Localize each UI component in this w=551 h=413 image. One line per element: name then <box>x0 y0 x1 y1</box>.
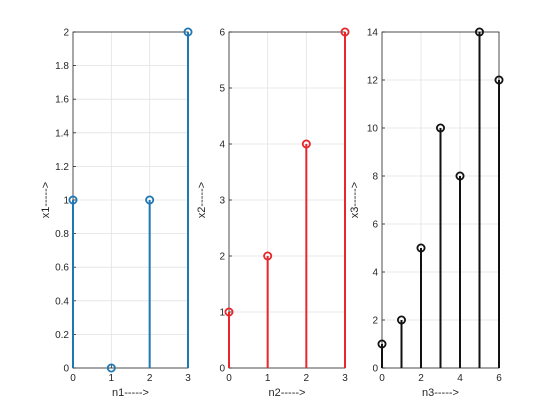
stem-marker <box>416 243 426 253</box>
y-tick-label: 0.6 <box>55 263 69 274</box>
y-axis-label: x2-----> <box>196 182 208 218</box>
x-axis-label: n1-----> <box>112 387 149 399</box>
y-tick-label: 4 <box>219 140 225 151</box>
y-tick-label: 0 <box>372 364 378 375</box>
y-tick-label: 1 <box>219 308 225 319</box>
stem-marker <box>474 27 484 37</box>
y-axis-label: x1-----> <box>40 182 52 218</box>
y-tick-label: 14 <box>367 28 379 39</box>
y-tick-label: 10 <box>367 124 379 135</box>
stem-marker <box>455 171 465 181</box>
y-tick-label: 8 <box>372 172 378 183</box>
y-tick-label: 1.6 <box>55 95 69 106</box>
x-tick-label: 0 <box>226 373 232 384</box>
x-tick-label: 3 <box>342 373 348 384</box>
stem-marker <box>145 195 155 205</box>
y-tick-label: 1.8 <box>55 61 69 72</box>
y-tick-label: 0.8 <box>55 229 69 240</box>
stem-marker <box>301 139 311 149</box>
stem-marker <box>68 195 78 205</box>
stem-marker <box>340 27 350 37</box>
subplot-3: 0 2 4 6 0 2 4 6 8 10 12 14 n3-----> x3-----> <box>349 27 504 399</box>
stem-marker <box>435 123 445 133</box>
y-tick-label: 6 <box>219 28 225 39</box>
x-tick-label: 1 <box>109 373 115 384</box>
x-tick-label: 1 <box>265 373 271 384</box>
x-tick-label: 2 <box>147 373 153 384</box>
y-tick-label: 5 <box>219 84 225 95</box>
stem-marker <box>494 75 504 85</box>
x-tick-label: 2 <box>304 373 310 384</box>
stem-marker <box>183 27 193 37</box>
y-tick-label: 2 <box>63 28 69 39</box>
stem-marker <box>224 307 234 317</box>
y-tick-label: 3 <box>219 196 225 207</box>
y-tick-label: 1.2 <box>55 162 69 173</box>
stem-marker <box>263 251 273 261</box>
y-tick-label: 6 <box>372 220 378 231</box>
y-tick-label: 4 <box>372 268 378 279</box>
stem-marker <box>106 363 116 373</box>
x-axis-label: n3-----> <box>422 387 459 399</box>
y-tick-label: 1 <box>63 196 69 207</box>
y-tick-label: 2 <box>372 316 378 327</box>
subplot-1: 0 1 2 3 0 0.2 0.4 0.6 0.8 1 1.2 1.4 1.6 1.8 2 n1-----> x… <box>40 27 193 399</box>
x-tick-label: 0 <box>379 373 385 384</box>
x-axis-label: n2-----> <box>269 387 306 399</box>
x-tick-label: 6 <box>496 373 502 384</box>
y-tick-label: 0.4 <box>55 296 69 307</box>
y-tick-label: 12 <box>367 76 379 87</box>
y-tick-label: 1.4 <box>55 128 69 139</box>
y-axis-label: x3-----> <box>349 182 361 218</box>
stem-marker <box>377 339 387 349</box>
y-tick-label: 0.2 <box>55 330 69 341</box>
subplot-2: 0 1 2 3 0 1 2 3 4 5 6 n2-----> x2-----> <box>196 27 350 399</box>
x-tick-label: 3 <box>185 373 191 384</box>
stem-marker <box>396 315 406 325</box>
x-tick-label: 0 <box>70 373 76 384</box>
x-tick-label: 4 <box>457 373 463 384</box>
y-tick-label: 2 <box>219 252 225 263</box>
x-tick-label: 2 <box>418 373 424 384</box>
y-tick-label: 0 <box>219 364 225 375</box>
y-tick-label: 0 <box>63 364 69 375</box>
